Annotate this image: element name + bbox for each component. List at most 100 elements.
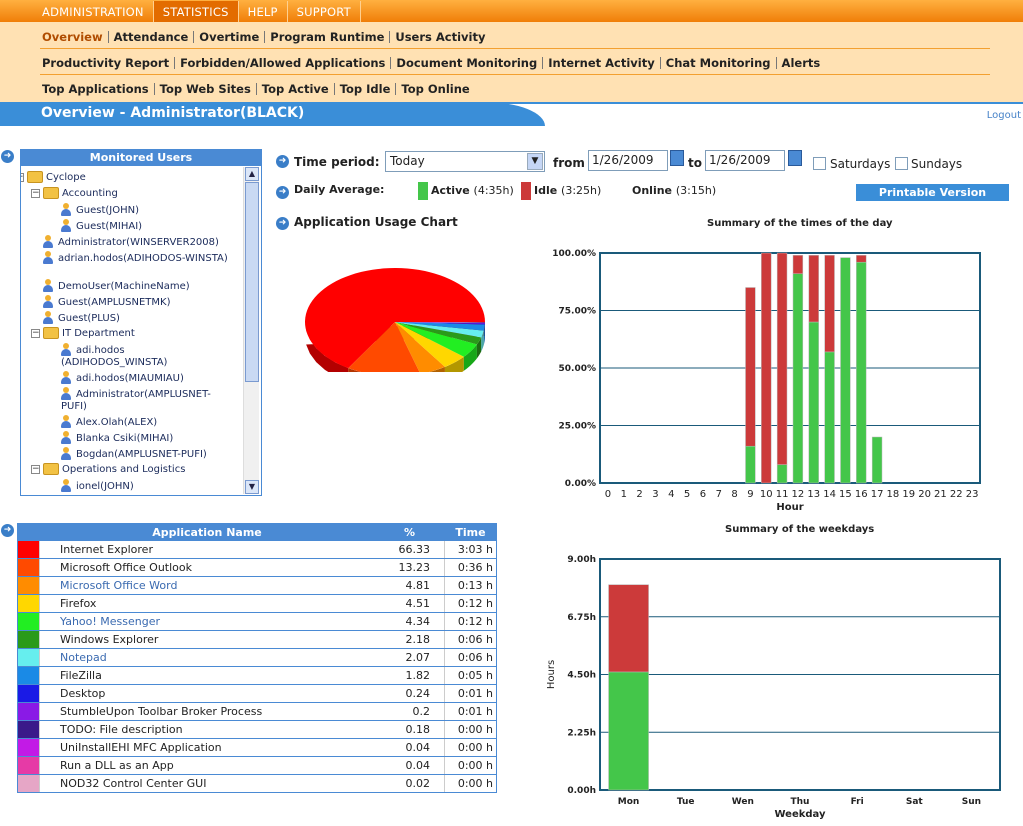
sub-menu-item[interactable]: Overview <box>42 30 103 44</box>
tree-group[interactable]: IT Department <box>43 327 231 340</box>
table-row: Internet Explorer 66.33 3:03 h <box>17 540 497 559</box>
sub-menu-item[interactable]: Chat Monitoring <box>659 57 776 69</box>
saturdays-checkbox[interactable] <box>813 157 826 170</box>
top-menu-statistics[interactable]: STATISTICS <box>153 1 239 22</box>
time-cell: 0:01 h <box>444 702 497 721</box>
sub-menu-item[interactable]: Users Activity <box>389 31 490 43</box>
sub-menu-item[interactable]: Internet Activity <box>542 57 660 69</box>
tree-user[interactable]: ionel(JOHN) <box>61 479 231 493</box>
tree-user[interactable]: Guest(MIHAI) <box>61 219 231 233</box>
tree-node-label: Administrator(AMPLUSNET-PUFI) <box>61 389 211 412</box>
sub-menu-item[interactable]: Overtime <box>193 31 264 43</box>
app-name-cell[interactable]: Yahoo! Messenger <box>39 612 375 631</box>
tree-user[interactable]: Administrator(WINSERVER2008) <box>43 235 231 249</box>
bar-idle <box>776 252 788 465</box>
user-icon <box>61 415 71 429</box>
tree-node-label: adi.hodos (ADIHODOS_WINSTA) <box>61 345 168 368</box>
x-tick-label: 9 <box>747 489 753 500</box>
table-row: StumbleUpon Toolbar Broker Process 0.2 0:0… <box>17 702 497 721</box>
top-menu-support[interactable]: SUPPORT <box>288 1 361 22</box>
arrow-right-icon: ➜ <box>276 155 289 168</box>
title-bar: Overview - Administrator(BLACK) <box>0 102 1023 126</box>
saturdays-label: Saturdays <box>830 157 891 171</box>
tree-user[interactable]: Guest(PLUS) <box>43 311 231 325</box>
top-menu-administration[interactable]: ADMINISTRATION <box>33 1 154 22</box>
sub-menu-item[interactable]: Program Runtime <box>264 31 389 43</box>
y-tick-label: 100.00% <box>552 249 596 259</box>
color-swatch <box>17 756 40 775</box>
sub-menu-item[interactable]: Top Active <box>255 83 334 95</box>
top-menu-help[interactable]: HELP <box>239 1 288 22</box>
table-row: UniInstallEHI MFC Application 0.04 0:00 h <box>17 738 497 757</box>
time-cell: 0:00 h <box>444 738 497 757</box>
tree-user[interactable]: adrian.hodos(ADIHODOS-WINSTA) <box>43 251 231 265</box>
tree-user[interactable]: Bogdan(AMPLUSNET-PUFI) <box>61 447 231 461</box>
tree-user[interactable]: adi.hodos(MIAUMIAU) <box>61 371 231 385</box>
tree-group[interactable]: Accounting <box>43 187 231 200</box>
calendar-icon[interactable] <box>788 150 802 166</box>
sub-menu-item[interactable]: Top Idle <box>333 83 396 95</box>
table-row: FileZilla 1.82 0:05 h <box>17 666 497 685</box>
active-legend: Active (4:35h) <box>431 184 514 197</box>
x-tick-label: Sat <box>906 797 924 807</box>
scroll-up-icon[interactable]: ▲ <box>245 167 259 181</box>
tree-group[interactable]: Operations and Logistics <box>43 463 231 476</box>
table-row: Microsoft Office Outlook 13.23 0:36 h <box>17 558 497 577</box>
sub-menu-item[interactable]: Top Online <box>395 83 474 95</box>
tree-user[interactable]: Alex.Olah(ALEX) <box>61 415 231 429</box>
time-period-select[interactable]: Today ▼ <box>385 151 545 172</box>
collapse-icon[interactable]: − <box>31 188 40 198</box>
sub-menu-area: Overview Attendance Overtime Program Runtim… <box>0 22 1023 102</box>
tree-user[interactable]: adi.hodos (ADIHODOS_WINSTA) <box>61 343 231 369</box>
collapse-icon[interactable]: − <box>21 173 24 182</box>
tree-user[interactable]: DemoUser(MachineName) <box>43 279 231 293</box>
sub-menu-item[interactable]: Forbidden/Allowed Applications <box>174 57 390 69</box>
app-name-cell[interactable]: Microsoft Office Word <box>39 576 375 595</box>
color-swatch <box>17 612 40 631</box>
sub-menu-item[interactable]: Productivity Report <box>42 56 170 70</box>
tree-user[interactable]: Guest(JOHN) <box>61 203 231 217</box>
x-tick-label: Wen <box>732 797 754 807</box>
calendar-icon[interactable] <box>670 150 684 166</box>
tree-group[interactable]: Cyclope <box>27 171 231 184</box>
sub-menu-item[interactable]: Top Applications <box>42 82 149 96</box>
tree-user[interactable]: Guest(AMPLUSNETMK) <box>43 295 231 309</box>
color-swatch <box>17 576 40 595</box>
bar-active <box>792 273 804 484</box>
logout-link[interactable]: Logout <box>986 110 1021 121</box>
sub-menu-item[interactable]: Document Monitoring <box>390 57 542 69</box>
pie-slice-side <box>463 344 477 371</box>
tree-scrollbar[interactable]: ▲ ▼ <box>243 167 259 494</box>
printable-version-button[interactable]: Printable Version <box>856 184 1009 201</box>
time-cell: 0:12 h <box>444 612 497 631</box>
collapse-icon[interactable]: − <box>31 464 40 474</box>
pie-slice-side <box>481 330 484 352</box>
scroll-down-icon[interactable]: ▼ <box>245 480 259 494</box>
bar-idle <box>792 255 804 274</box>
y-tick-label: 0.00h <box>567 786 596 796</box>
user-icon <box>61 203 71 217</box>
to-date-input[interactable]: 1/26/2009 <box>705 150 785 171</box>
group-icon <box>43 327 59 339</box>
x-tick-label: 23 <box>966 489 979 500</box>
x-tick-label: 20 <box>918 489 931 500</box>
active-label: Active <box>431 184 470 197</box>
user-icon <box>43 295 53 309</box>
app-name-cell: TODO: File description <box>39 720 375 739</box>
app-name-cell[interactable]: Notepad <box>39 648 375 667</box>
collapse-icon[interactable]: − <box>31 328 40 338</box>
tree-user[interactable]: Blanka Csiki(MIHAI) <box>61 431 231 445</box>
app-name-header: Application Name <box>39 523 375 541</box>
online-legend: Online (3:15h) <box>632 184 716 197</box>
sub-menu-item[interactable]: Alerts <box>775 57 826 69</box>
chevron-down-icon[interactable]: ▼ <box>527 153 543 170</box>
sub-menu-item[interactable]: Top Web Sites <box>153 83 256 95</box>
sub-menu-item[interactable]: Attendance <box>107 31 194 43</box>
sundays-checkbox[interactable] <box>895 157 908 170</box>
bar-idle <box>745 287 756 447</box>
scroll-thumb[interactable] <box>245 182 259 382</box>
x-tick-label: Mon <box>618 797 640 807</box>
users-tree: −Cyclope−AccountingGuest(JOHN)Guest(MIHA… <box>21 167 243 495</box>
from-date-input[interactable]: 1/26/2009 <box>588 150 668 171</box>
tree-user[interactable]: Administrator(AMPLUSNET-PUFI) <box>61 387 231 413</box>
